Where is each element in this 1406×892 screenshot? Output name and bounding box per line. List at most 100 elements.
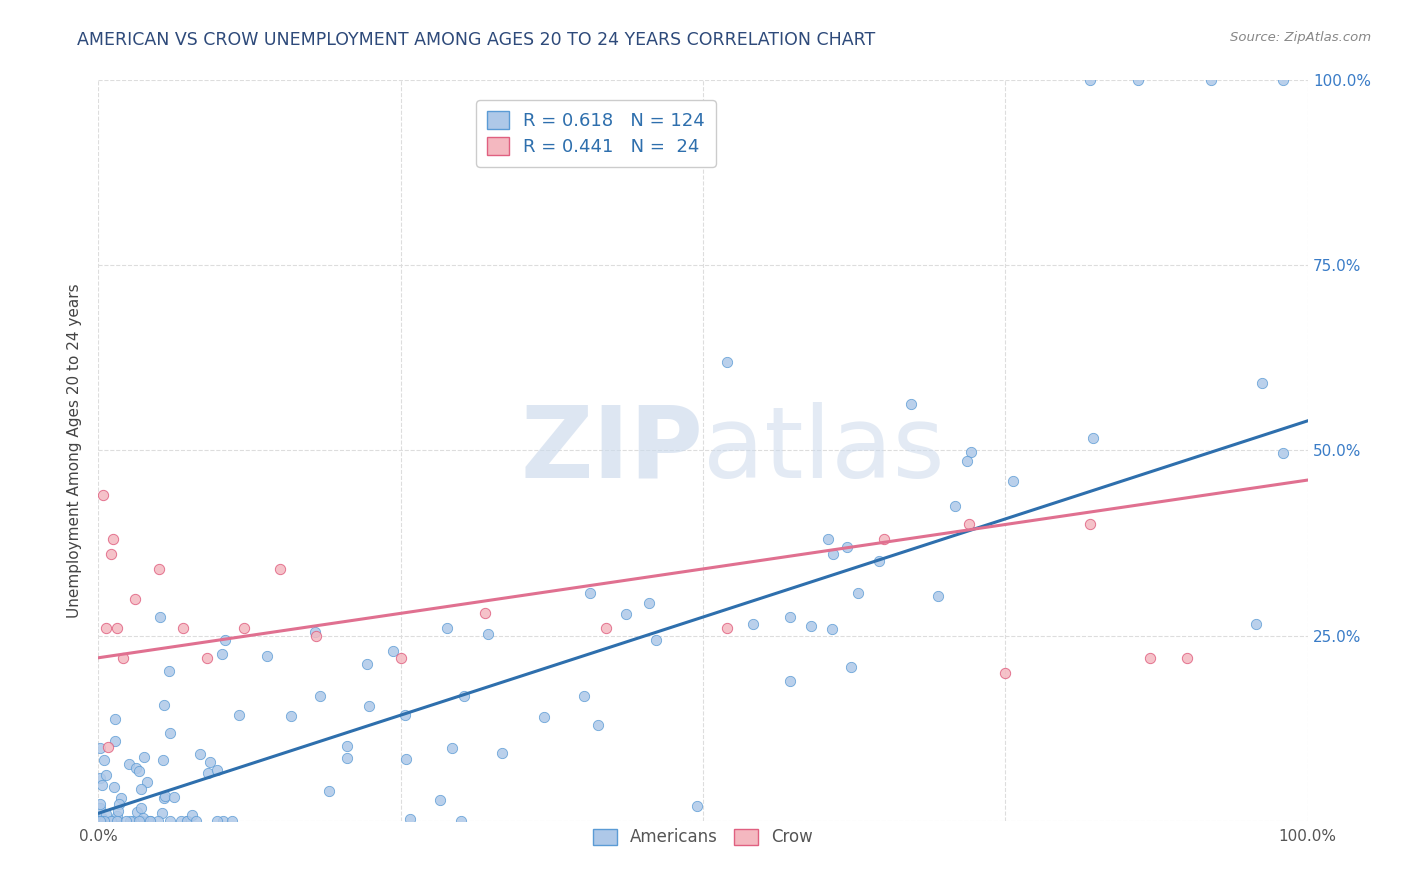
Point xyxy=(176,814,198,828)
Point xyxy=(927,589,949,603)
Point xyxy=(153,791,176,805)
Point xyxy=(716,621,738,635)
Point xyxy=(149,610,172,624)
Point xyxy=(800,619,823,633)
Point xyxy=(491,746,513,760)
Point xyxy=(477,627,499,641)
Point xyxy=(779,674,801,689)
Point xyxy=(105,809,128,823)
Point xyxy=(835,540,858,554)
Point xyxy=(817,532,839,546)
Point xyxy=(579,586,602,600)
Point xyxy=(900,397,922,411)
Point xyxy=(957,517,980,532)
Point xyxy=(779,610,801,624)
Text: Source: ZipAtlas.com: Source: ZipAtlas.com xyxy=(1230,31,1371,45)
Point xyxy=(1081,431,1104,445)
Point xyxy=(214,633,236,648)
Point xyxy=(1272,446,1295,460)
Point xyxy=(959,445,981,459)
Point xyxy=(228,708,250,723)
Point xyxy=(305,628,328,642)
Point xyxy=(89,814,111,828)
Point xyxy=(211,648,233,662)
Point xyxy=(269,562,291,576)
Point xyxy=(1001,474,1024,488)
Point xyxy=(614,607,637,621)
Point xyxy=(89,771,111,785)
Y-axis label: Unemployment Among Ages 20 to 24 years: Unemployment Among Ages 20 to 24 years xyxy=(67,283,83,618)
Point xyxy=(90,814,112,828)
Point xyxy=(280,708,302,723)
Point xyxy=(124,591,146,606)
Point xyxy=(152,753,174,767)
Point xyxy=(104,712,127,726)
Point xyxy=(96,807,118,822)
Point xyxy=(382,644,405,658)
Point xyxy=(139,814,162,828)
Point xyxy=(846,586,869,600)
Point xyxy=(395,752,418,766)
Point xyxy=(159,665,181,679)
Point xyxy=(821,622,844,636)
Point xyxy=(100,814,122,828)
Point xyxy=(574,690,596,704)
Point xyxy=(97,739,120,754)
Point xyxy=(389,650,412,665)
Point xyxy=(120,814,142,828)
Point xyxy=(93,814,115,828)
Point xyxy=(645,632,668,647)
Point xyxy=(195,650,218,665)
Point xyxy=(91,488,114,502)
Point xyxy=(159,814,181,828)
Point xyxy=(686,798,709,813)
Point xyxy=(356,657,378,672)
Point xyxy=(304,625,326,640)
Point xyxy=(1250,376,1272,391)
Point xyxy=(742,617,765,632)
Point xyxy=(159,726,181,740)
Point xyxy=(474,607,496,621)
Point xyxy=(180,808,202,822)
Point xyxy=(131,814,153,828)
Point xyxy=(146,814,169,828)
Point xyxy=(132,749,155,764)
Point xyxy=(89,814,111,828)
Point xyxy=(821,547,844,561)
Point xyxy=(107,797,129,812)
Point xyxy=(89,797,111,811)
Point xyxy=(1078,517,1101,532)
Point xyxy=(188,747,211,762)
Point xyxy=(394,707,416,722)
Point xyxy=(716,354,738,368)
Point xyxy=(309,689,332,703)
Point xyxy=(184,814,207,828)
Point xyxy=(533,709,555,723)
Point xyxy=(100,547,122,561)
Point xyxy=(163,790,186,805)
Point xyxy=(93,753,115,767)
Point xyxy=(429,792,451,806)
Point xyxy=(205,814,228,828)
Point xyxy=(357,698,380,713)
Point xyxy=(125,761,148,775)
Point xyxy=(89,740,111,755)
Point xyxy=(136,814,159,828)
Point xyxy=(148,562,170,576)
Point xyxy=(128,814,150,828)
Point xyxy=(172,621,194,635)
Point xyxy=(336,750,359,764)
Point xyxy=(205,763,228,777)
Point xyxy=(943,499,966,513)
Point xyxy=(94,768,117,782)
Point xyxy=(89,800,111,814)
Text: ZIP: ZIP xyxy=(520,402,703,499)
Point xyxy=(1139,650,1161,665)
Point xyxy=(318,783,340,797)
Point xyxy=(111,650,134,665)
Point xyxy=(128,764,150,778)
Point xyxy=(197,766,219,780)
Point xyxy=(868,554,890,568)
Point xyxy=(89,814,111,828)
Point xyxy=(436,621,458,635)
